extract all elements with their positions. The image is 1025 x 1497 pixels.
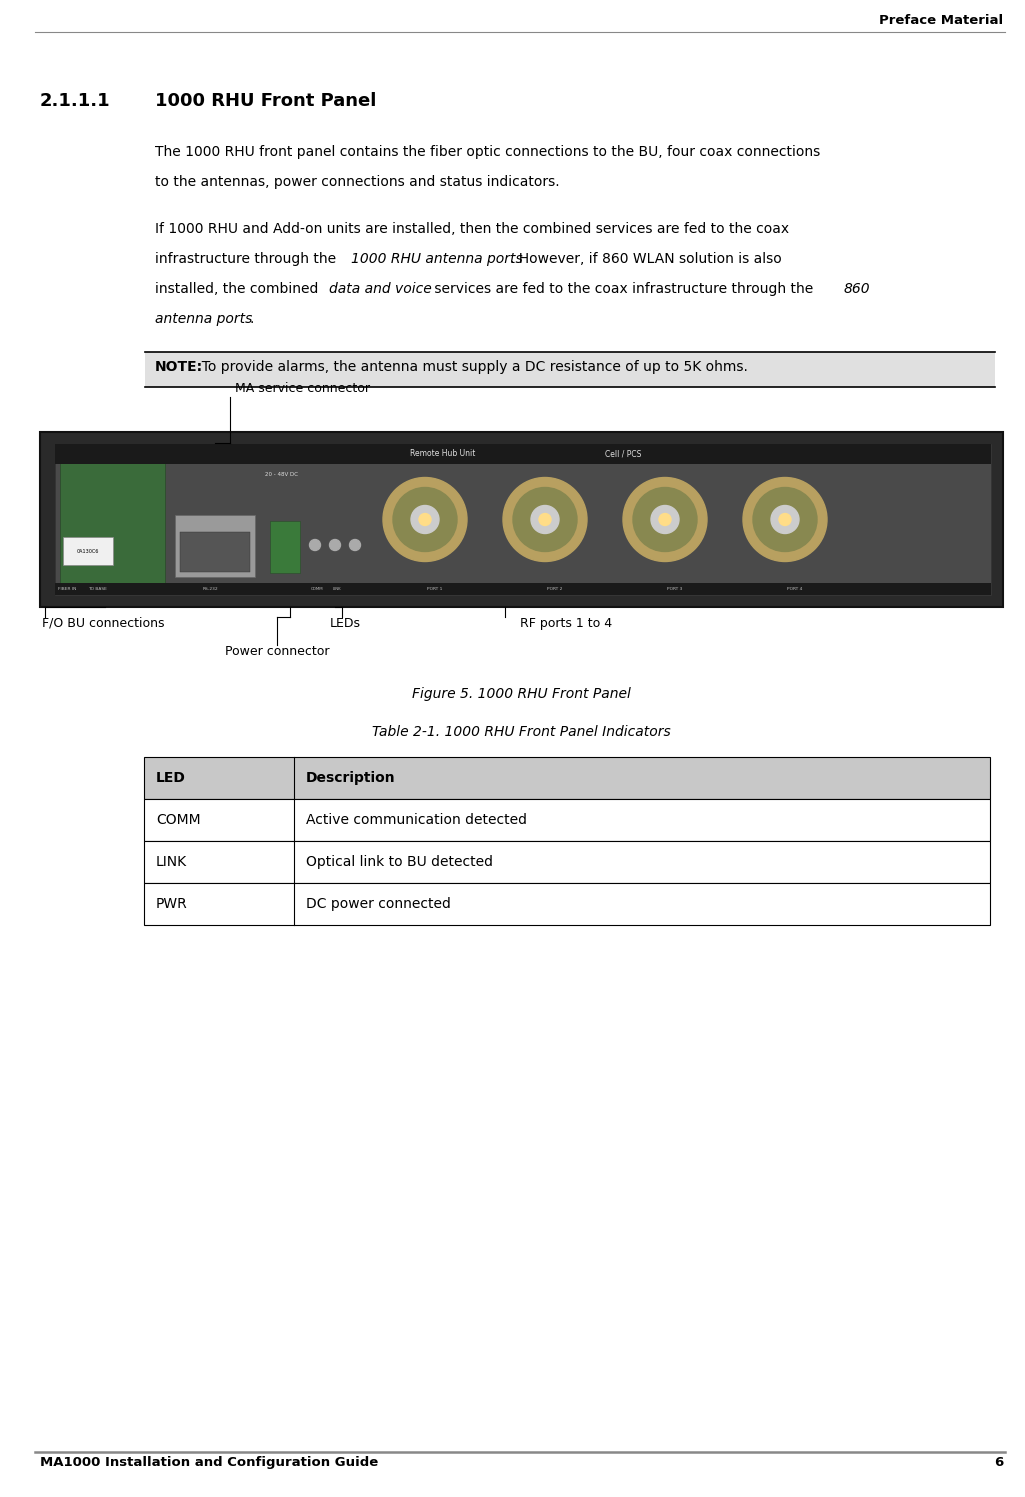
Text: 0A130C6: 0A130C6 xyxy=(77,548,99,554)
Text: to the antennas, power connections and status indicators.: to the antennas, power connections and s… xyxy=(155,175,560,189)
Text: services are fed to the coax infrastructure through the: services are fed to the coax infrastruct… xyxy=(430,281,818,296)
Circle shape xyxy=(659,513,671,525)
Circle shape xyxy=(329,539,340,551)
Text: 20 - 48V DC: 20 - 48V DC xyxy=(265,472,298,478)
Text: MA service connector: MA service connector xyxy=(235,382,370,395)
Text: FIBER IN: FIBER IN xyxy=(57,587,76,591)
Circle shape xyxy=(350,539,361,551)
Text: RS-232: RS-232 xyxy=(202,587,217,591)
Text: Figure 5. 1000 RHU Front Panel: Figure 5. 1000 RHU Front Panel xyxy=(412,687,631,701)
Circle shape xyxy=(771,506,800,533)
Text: Table 2-1. 1000 RHU Front Panel Indicators: Table 2-1. 1000 RHU Front Panel Indicato… xyxy=(372,725,671,740)
Bar xyxy=(63,537,113,564)
Text: NOTE:: NOTE: xyxy=(155,359,203,373)
Circle shape xyxy=(539,513,551,525)
Text: COMM: COMM xyxy=(156,813,201,826)
Text: 2.1.1.1: 2.1.1.1 xyxy=(40,91,111,109)
Circle shape xyxy=(779,513,791,525)
Text: To provide alarms, the antenna must supply a DC resistance of up to 5K ohms.: To provide alarms, the antenna must supp… xyxy=(194,359,748,373)
Text: COMM: COMM xyxy=(311,587,323,591)
Bar xyxy=(270,521,300,573)
Bar xyxy=(144,841,990,883)
Text: Remote Hub Unit: Remote Hub Unit xyxy=(410,449,476,458)
Text: PORT 2: PORT 2 xyxy=(547,587,563,591)
Bar xyxy=(60,452,165,587)
Text: F/O BU connections: F/O BU connections xyxy=(42,617,164,630)
Text: data and voice: data and voice xyxy=(329,281,432,296)
Bar xyxy=(55,582,991,594)
Text: RF ports 1 to 4: RF ports 1 to 4 xyxy=(520,617,612,630)
Bar xyxy=(144,799,990,841)
Text: Active communication detected: Active communication detected xyxy=(306,813,527,826)
Text: 1000 RHU antenna ports: 1000 RHU antenna ports xyxy=(351,251,523,266)
Text: PWR: PWR xyxy=(156,897,188,912)
Circle shape xyxy=(411,506,439,533)
Circle shape xyxy=(503,478,587,561)
Text: PORT 1: PORT 1 xyxy=(427,587,443,591)
Text: MA1000 Installation and Configuration Guide: MA1000 Installation and Configuration Gu… xyxy=(40,1457,378,1469)
Text: If 1000 RHU and Add-on units are installed, then the combined services are fed t: If 1000 RHU and Add-on units are install… xyxy=(155,222,789,237)
Text: LINK: LINK xyxy=(156,855,188,868)
Text: 1000 RHU Front Panel: 1000 RHU Front Panel xyxy=(155,91,376,109)
Text: . However, if 860 WLAN solution is also: . However, if 860 WLAN solution is also xyxy=(510,251,782,266)
Text: TO BASE: TO BASE xyxy=(87,587,107,591)
Text: LINK: LINK xyxy=(333,587,341,591)
Circle shape xyxy=(651,506,679,533)
Bar xyxy=(145,352,995,388)
Text: Optical link to BU detected: Optical link to BU detected xyxy=(306,855,493,868)
Text: 860: 860 xyxy=(844,281,870,296)
Text: LEDs: LEDs xyxy=(330,617,361,630)
Text: Description: Description xyxy=(306,771,396,784)
Circle shape xyxy=(419,513,430,525)
Text: installed, the combined: installed, the combined xyxy=(155,281,323,296)
Text: PORT 4: PORT 4 xyxy=(787,587,803,591)
Text: Power connector: Power connector xyxy=(226,645,329,659)
Bar xyxy=(55,445,991,594)
Circle shape xyxy=(310,539,321,551)
Circle shape xyxy=(393,488,457,551)
Bar xyxy=(144,883,990,925)
Text: antenna ports: antenna ports xyxy=(155,311,252,326)
Text: PORT 3: PORT 3 xyxy=(667,587,683,591)
Circle shape xyxy=(512,488,577,551)
Text: The 1000 RHU front panel contains the fiber optic connections to the BU, four co: The 1000 RHU front panel contains the fi… xyxy=(155,145,820,159)
Circle shape xyxy=(633,488,697,551)
Bar xyxy=(144,757,990,799)
Circle shape xyxy=(531,506,559,533)
Circle shape xyxy=(623,478,707,561)
Circle shape xyxy=(753,488,817,551)
Text: DC power connected: DC power connected xyxy=(306,897,451,912)
Bar xyxy=(180,531,250,572)
Bar xyxy=(55,445,991,464)
Bar xyxy=(40,433,1003,606)
Circle shape xyxy=(383,478,467,561)
Text: .: . xyxy=(249,311,253,326)
Circle shape xyxy=(743,478,827,561)
Text: 6: 6 xyxy=(994,1457,1003,1469)
Text: LED: LED xyxy=(156,771,186,784)
Text: Preface Material: Preface Material xyxy=(878,13,1003,27)
Text: infrastructure through the: infrastructure through the xyxy=(155,251,340,266)
Bar xyxy=(175,515,255,576)
Text: Cell / PCS: Cell / PCS xyxy=(605,449,642,458)
